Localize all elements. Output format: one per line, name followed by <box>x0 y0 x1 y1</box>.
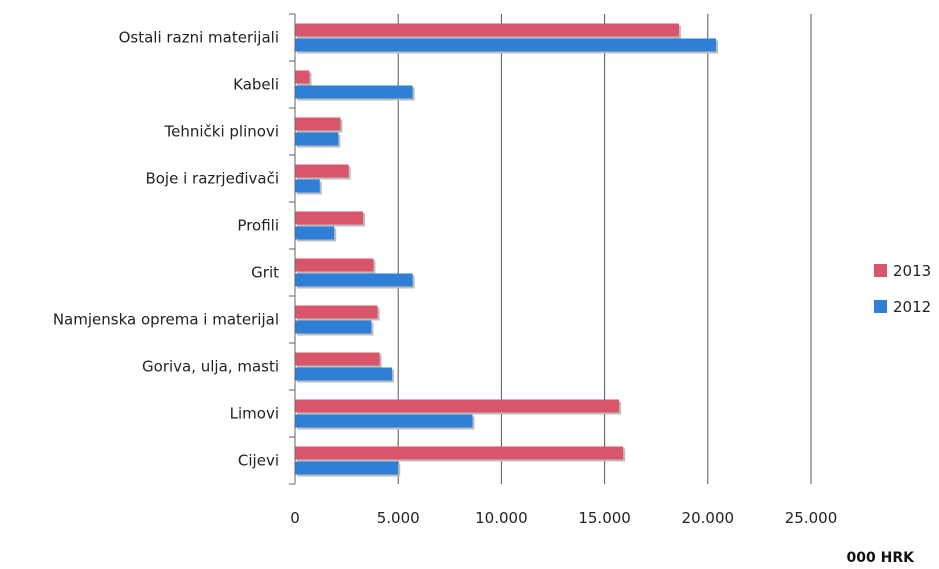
bar-2012 <box>295 179 320 193</box>
bar-2012 <box>295 85 413 99</box>
category-label: Grit <box>251 264 279 282</box>
bar-2012 <box>295 320 372 334</box>
category-labels: Ostali razni materijali Kabeli Tehnički pl… <box>53 29 279 470</box>
x-tick-label: 5.000 <box>377 509 420 527</box>
legend-swatch-2013 <box>874 264 887 277</box>
bar-2012 <box>295 132 339 146</box>
x-tick-label: 10.000 <box>475 509 528 527</box>
x-tick-labels: 0 5.000 10.000 15.000 20.000 25.000 <box>290 509 837 527</box>
category-label: Kabeli <box>233 76 279 94</box>
legend-label-2012: 2012 <box>893 298 931 316</box>
x-tick-label: 20.000 <box>682 509 735 527</box>
bar-2013 <box>295 164 349 178</box>
legend-label-2013: 2013 <box>893 262 931 280</box>
category-label: Goriva, ulja, masti <box>142 358 279 376</box>
bar-2013 <box>295 23 679 37</box>
bar-2013 <box>295 399 620 413</box>
bar-2012 <box>295 367 393 381</box>
bar-2012 <box>295 414 473 428</box>
category-label: Profili <box>237 217 279 235</box>
category-label: Limovi <box>230 405 279 423</box>
bar-2013 <box>295 70 310 84</box>
bar-2012 <box>295 461 399 475</box>
unit-label: 000 HRK <box>847 550 916 566</box>
category-label: Boje i razrjeđivači <box>145 170 279 188</box>
bar-2013 <box>295 352 380 366</box>
bar-2013 <box>295 117 341 131</box>
bar-2012 <box>295 38 717 52</box>
category-label: Ostali razni materijali <box>119 29 279 47</box>
x-tick-label: 25.000 <box>785 509 838 527</box>
x-tick-label: 0 <box>290 509 300 527</box>
bar-2013 <box>295 446 624 460</box>
x-tick-label: 15.000 <box>578 509 631 527</box>
bar-2012 <box>295 226 335 240</box>
legend: 2013 2012 <box>874 262 931 316</box>
category-label: Tehnički plinovi <box>164 123 279 141</box>
category-label: Namjenska oprema i materijal <box>53 311 279 329</box>
bar-2013 <box>295 258 374 272</box>
bars <box>295 23 719 477</box>
legend-swatch-2012 <box>874 300 887 313</box>
bar-2013 <box>295 305 378 319</box>
category-label: Cijevi <box>238 452 279 470</box>
bar-2012 <box>295 273 413 287</box>
bar-2013 <box>295 211 364 225</box>
